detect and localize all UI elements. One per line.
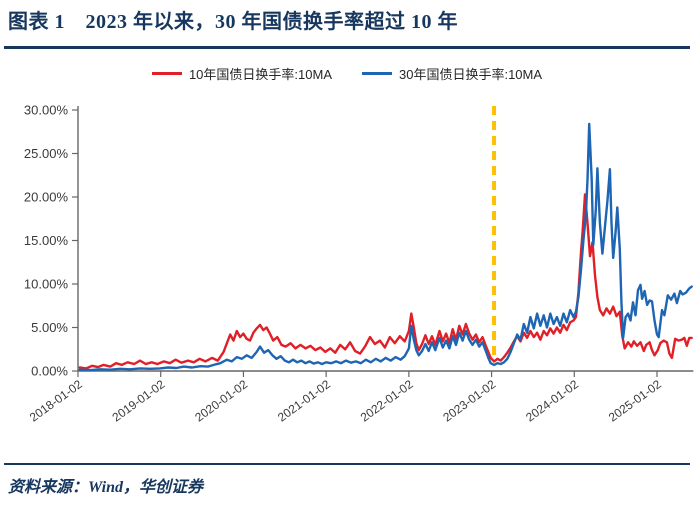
x-axis-label: 2022-01-02 — [358, 377, 416, 425]
legend-label-30y: 30年国债日换手率:10MA — [399, 67, 543, 82]
figure-title: 图表 1 2023 年以来，30 年国债换手率超过 10 年 — [8, 11, 458, 33]
y-axis-label: 0.00% — [31, 364, 68, 379]
y-axis-label: 15.00% — [24, 233, 69, 248]
x-axis-label: 2025-01-02 — [606, 377, 664, 425]
chart-legend: 10年国债日换手率:10MA 30年国债日换手率:10MA — [0, 64, 694, 83]
x-axis-label: 2023-01-02 — [440, 377, 498, 425]
y-axis-label: 30.00% — [24, 103, 69, 118]
y-axis-label: 5.00% — [31, 320, 68, 335]
x-axis-label: 2019-01-02 — [110, 377, 168, 425]
legend-swatch-30y-line — [362, 72, 392, 75]
x-axis-label: 2021-01-02 — [275, 377, 333, 425]
legend-swatch-10y-line — [151, 72, 182, 75]
legend-item-30y: 30年国债日换手率:10MA — [362, 64, 542, 83]
footer-rule — [4, 463, 690, 465]
series-line-30y — [78, 122, 693, 372]
x-axis-label: 2024-01-02 — [523, 377, 581, 425]
y-axis-label: 25.00% — [24, 146, 69, 161]
x-axis-label: 2018-01-02 — [27, 377, 85, 425]
legend-item-10y: 10年国债日换手率:10MA — [151, 64, 332, 83]
source-note: 资料来源：Wind，华创证券 — [8, 479, 203, 496]
x-axis-label: 2020-01-02 — [192, 377, 250, 425]
y-axis-label: 20.00% — [24, 190, 69, 205]
title-rule — [4, 46, 690, 49]
y-axis-label: 10.00% — [24, 277, 69, 292]
series-line-10y — [78, 193, 693, 370]
legend-label-10y: 10年国债日换手率:10MA — [188, 67, 332, 82]
